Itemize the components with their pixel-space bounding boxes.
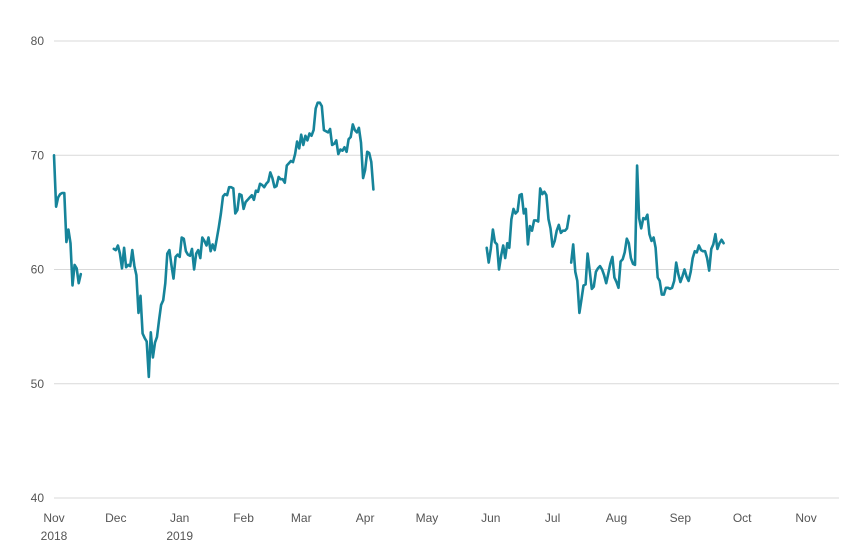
y-tick-label: 50 — [31, 377, 45, 391]
x-tick-labels: Nov 2018 Dec Jan 2019 Feb Mar Apr May Jun Jul Aug Se… — [41, 511, 817, 543]
x-tick-label: Jul — [545, 511, 560, 525]
x-tick-label: Oct — [733, 511, 752, 525]
x-tick-year-label: 2019 — [166, 529, 193, 543]
y-tick-label: 60 — [31, 263, 45, 277]
x-tick-label: Nov — [43, 511, 64, 525]
x-tick-label: May — [416, 511, 439, 525]
y-grid-lines — [54, 40, 839, 499]
series-line-segment — [569, 164, 725, 315]
x-tick-label: Apr — [356, 511, 375, 525]
x-tick-label: Nov — [795, 511, 816, 525]
y-tick-labels: 40 50 60 70 80 — [31, 34, 45, 505]
x-tick-label: Jun — [481, 511, 500, 525]
x-tick-label: Sep — [670, 511, 692, 525]
x-tick-label: Jan — [170, 511, 189, 525]
x-tick-label: Feb — [233, 511, 254, 525]
x-tick-label: Mar — [291, 511, 312, 525]
series-line-segment — [112, 101, 375, 379]
y-tick-label: 70 — [31, 148, 45, 162]
y-tick-label: 80 — [31, 34, 45, 48]
x-tick-year-label: 2018 — [41, 529, 68, 543]
x-tick-label: Dec — [105, 511, 126, 525]
series-line-segment — [485, 187, 571, 271]
y-tick-label: 40 — [31, 491, 45, 505]
series-line-segment — [52, 154, 83, 287]
series-lines — [52, 101, 725, 379]
x-tick-label: Aug — [606, 511, 627, 525]
